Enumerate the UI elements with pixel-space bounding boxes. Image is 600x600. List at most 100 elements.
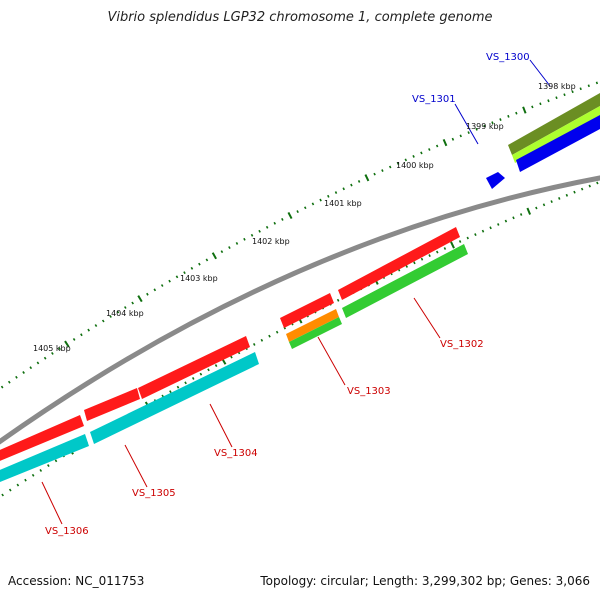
scale-tick: [428, 148, 431, 151]
scale-tick: [281, 217, 284, 221]
gene-label-vs1302[interactable]: VS_1302: [440, 339, 484, 350]
scale-tick: [273, 221, 277, 225]
feature-bar-green-2[interactable]: [289, 317, 342, 349]
scale-tick: [268, 334, 271, 338]
scale-tick: [555, 96, 558, 100]
scale-tick: [230, 355, 233, 359]
feature-bar-vs1305[interactable]: [84, 388, 140, 421]
scale-tick: [373, 172, 376, 176]
feature-bar-vs1301[interactable]: [486, 172, 505, 189]
gene-label-vs1303[interactable]: VS_1303: [347, 386, 391, 397]
scale-tick: [220, 250, 224, 254]
scale-tick: [94, 324, 98, 328]
scale-tick: [519, 213, 523, 216]
scale-tick: [526, 207, 532, 215]
scale-tick: [595, 81, 599, 85]
feature-bar-lime[interactable]: [512, 106, 600, 163]
feature-tracks: [0, 93, 600, 484]
scale-tick: [72, 337, 76, 341]
scale-tick: [381, 169, 384, 172]
scale-tick: [260, 338, 264, 342]
scale-tick: [54, 459, 58, 463]
chromosome-backbone: [0, 175, 600, 445]
feature-bar-vs1302[interactable]: [338, 227, 460, 300]
scale-tick: [64, 340, 70, 348]
gene-label-vs1301[interactable]: VS_1301: [412, 94, 456, 105]
scale-tick: [459, 134, 462, 138]
scale-tick: [451, 137, 455, 141]
gene-label-vs1306[interactable]: VS_1306: [45, 526, 89, 537]
feature-bar-blue[interactable]: [516, 115, 600, 172]
scale-tick: [489, 226, 492, 230]
tick-label: 1400 kbp: [396, 161, 434, 170]
gene-label-vs1300[interactable]: VS_1300: [486, 52, 530, 63]
scale-tick: [80, 333, 83, 337]
feature-bar-green-1[interactable]: [342, 244, 468, 318]
scale-tick: [175, 275, 179, 279]
scale-tick: [563, 93, 566, 97]
feature-bar-olive[interactable]: [508, 93, 600, 155]
tick-label: 1404 kbp: [106, 309, 144, 318]
scale-tick: [252, 343, 256, 346]
gene-label-vs1304[interactable]: VS_1304: [214, 448, 258, 459]
scale-tick: [573, 190, 576, 194]
scale-tick: [168, 279, 171, 283]
tick-label: 1402 kbp: [252, 237, 290, 246]
feature-bar-cyan-1[interactable]: [90, 352, 259, 444]
scale-tick: [296, 210, 299, 214]
scale-tick: [587, 84, 590, 88]
scale-tick: [342, 187, 345, 191]
scale-tick: [87, 328, 90, 332]
scale-tick: [474, 233, 477, 237]
feature-bar-vs1303[interactable]: [280, 293, 334, 328]
tick-label: 1399 kbp: [466, 122, 504, 131]
scale-tick: [327, 194, 330, 198]
scale-tick: [596, 181, 599, 185]
scale-tick: [336, 298, 340, 302]
scale-tick: [522, 106, 527, 114]
scale-tick: [29, 366, 33, 370]
scale-tick: [364, 174, 370, 182]
scale-tick: [579, 87, 582, 91]
scale-tick: [413, 261, 416, 265]
tick-label: 1403 kbp: [180, 274, 218, 283]
scale-tick: [450, 241, 455, 249]
scale-tick: [183, 271, 186, 275]
scale-tick: [211, 252, 217, 260]
scale-tick: [458, 240, 462, 243]
scale-tick: [265, 225, 269, 229]
feature-bar-vs1304[interactable]: [138, 336, 250, 399]
scale-tick: [153, 288, 157, 292]
scale-tick: [442, 138, 448, 147]
scale-tick: [580, 187, 584, 191]
gene-label-vs1305[interactable]: VS_1305: [132, 488, 176, 499]
scale-tick: [0, 385, 4, 389]
scale-tick: [243, 237, 246, 241]
scale-tick: [435, 250, 439, 254]
scale-tick: [24, 478, 27, 482]
tick-label: 1405 kbp: [33, 344, 71, 353]
scale-tick: [31, 473, 35, 477]
scale-tick: [303, 206, 307, 210]
scale-tick: [15, 375, 18, 379]
outer-tick-row: [0, 81, 599, 389]
scale-tick: [420, 151, 423, 155]
gene-leader-lines: [41, 59, 551, 525]
scale-tick: [435, 144, 439, 148]
scale-tick: [499, 118, 502, 121]
feature-bar-vs1306[interactable]: [0, 415, 84, 463]
genome-summary-text: Topology: circular; Length: 3,299,302 bp…: [260, 574, 590, 588]
scale-tick: [420, 257, 424, 261]
feature-bar-orange[interactable]: [286, 309, 339, 342]
scale-tick: [207, 368, 210, 372]
scale-tick: [191, 377, 195, 380]
scale-tick: [287, 211, 293, 220]
scale-tick: [250, 233, 254, 237]
scale-tick: [467, 131, 470, 135]
scale-tick: [176, 385, 180, 389]
scale-tick: [466, 236, 469, 240]
scale-tick: [547, 99, 550, 103]
feature-bar-cyan-2[interactable]: [0, 434, 89, 484]
scale-tick: [512, 216, 515, 220]
